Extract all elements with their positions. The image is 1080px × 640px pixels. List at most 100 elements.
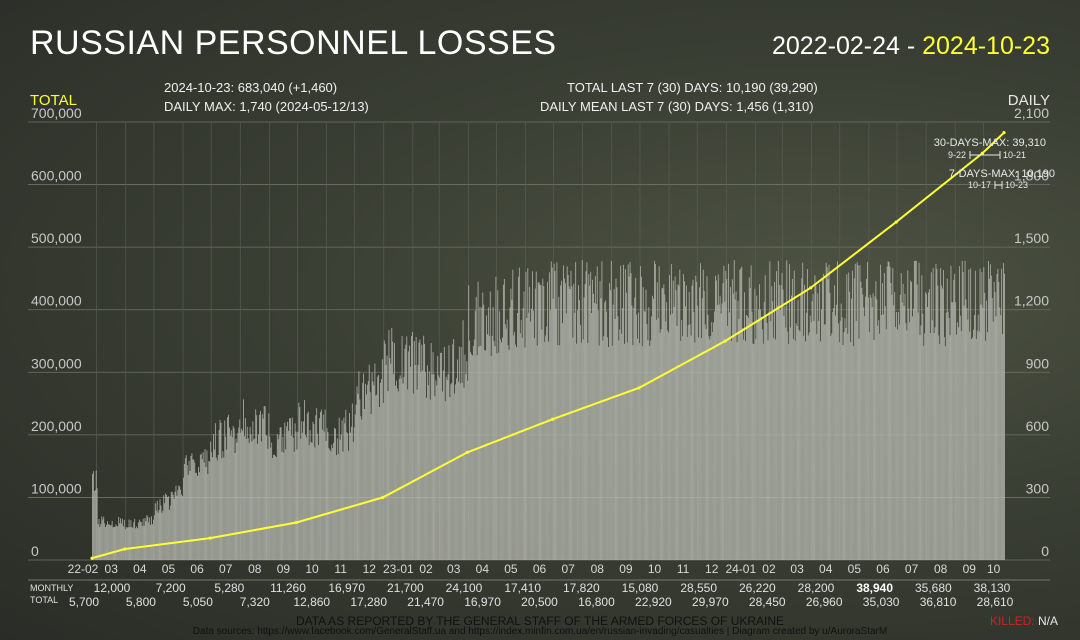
x-tick-label: 09 [619,562,633,576]
daily-bar [659,332,661,560]
daily-bar [780,285,782,560]
daily-bar [423,335,425,560]
daily-bar [907,270,909,560]
daily-bar [874,296,876,560]
daily-bar [225,436,227,560]
daily-bar [673,306,675,560]
daily-bar [833,307,835,560]
daily-bar [106,525,107,560]
daily-bar [496,353,498,560]
daily-bar [813,320,815,560]
daily-bar [173,498,175,560]
daily-bar [476,355,478,560]
daily-bar [844,318,846,560]
daily-bar [785,327,787,560]
daily-bar [467,380,469,560]
daily-bar [303,421,305,560]
daily-bar [922,313,924,560]
daily-bar [162,510,164,560]
daily-bar [258,434,259,560]
total-value: 17,280 [350,595,387,609]
daily-bar [906,330,908,560]
daily-bar [383,340,385,560]
daily-bar [144,518,146,560]
daily-bar [980,304,982,560]
daily-bar [632,345,634,560]
daily-bar [235,438,237,560]
daily-bar [946,278,948,560]
daily-bar [290,435,292,560]
daily-bar [187,474,189,560]
x-tick-label: 05 [504,562,518,576]
daily-bar [280,427,282,560]
daily-bar [793,270,795,560]
x-tick-label: 23-01 [383,562,414,576]
daily-bar [563,278,565,560]
daily-bar [97,524,99,560]
daily-bar [185,455,187,560]
daily-bar [727,325,729,560]
daily-bar [712,331,714,560]
daily-bar [434,396,436,560]
daily-bar [821,279,823,560]
daily-bar [265,435,267,560]
daily-bar [237,432,239,560]
daily-bar [513,335,515,560]
daily-bar [222,451,224,560]
daily-bar [867,297,869,560]
daily-bar [582,339,584,560]
daily-bar [745,315,747,560]
daily-bar [771,286,773,560]
daily-bar [490,356,492,560]
daily-bar [320,409,322,560]
daily-bar [198,466,199,560]
daily-bar [179,486,181,560]
daily-bar [263,406,265,560]
daily-bar [367,381,369,560]
monthly-value: 24,100 [446,581,483,595]
monthly-value: 38,130 [974,581,1011,595]
daily-bar [924,333,926,560]
daily-bar [116,525,118,560]
daily-bar [348,450,350,560]
total-value: 5,700 [69,595,99,609]
x-tick-label: 03 [790,562,804,576]
daily-bar [651,316,653,560]
daily-bar [944,346,946,560]
daily-bar [968,269,970,560]
daily-bar [428,371,430,560]
daily-bar [900,273,902,560]
daily-bar [656,282,658,560]
daily-bar [620,265,622,560]
daily-bar [270,447,272,560]
daily-bar [253,439,255,560]
daily-bar [396,380,397,560]
daily-bar [855,320,857,560]
daily-bar [135,528,137,560]
total-value: 35,030 [863,595,900,609]
total-value: 36,810 [920,595,957,609]
daily-bar [250,434,252,560]
daily-bar [443,346,445,560]
daily-bar [216,460,218,560]
daily-bar [859,265,861,560]
daily-bar [142,518,144,560]
daily-bar [925,292,927,560]
daily-bar [194,462,196,560]
daily-bar [450,384,452,560]
daily-bar [535,271,537,560]
daily-bar [96,488,98,560]
daily-bar [311,442,313,560]
monthly-value: 28,200 [798,581,835,595]
daily-bar [431,374,433,560]
daily-bar [551,267,553,560]
x-tick-label: 11 [677,562,690,576]
daily-bar [291,417,293,560]
daily-bar [278,435,280,560]
daily-bar [570,270,572,560]
daily-bar [271,442,273,560]
daily-bar [951,302,953,560]
daily-bar [264,406,266,560]
